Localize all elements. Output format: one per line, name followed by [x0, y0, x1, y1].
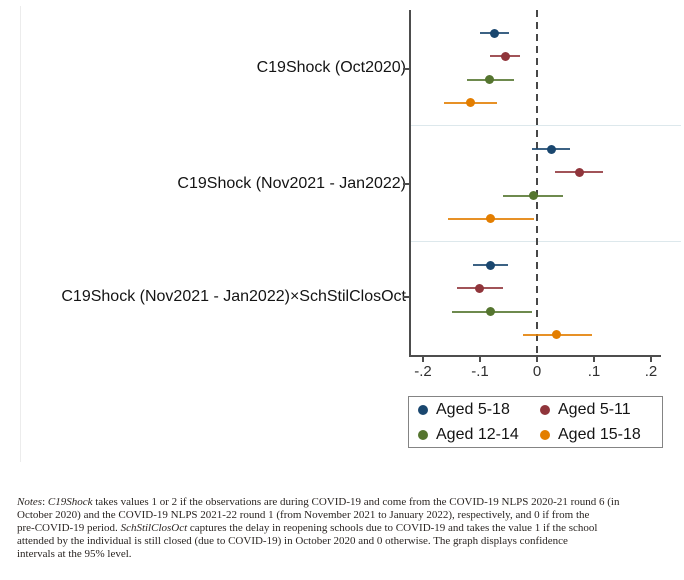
point-estimate-marker [486, 307, 496, 317]
notes-line: pre-COVID-19 period. SchStilClosOct capt… [17, 522, 677, 535]
legend-item-aged-5-11: Aged 5-11 [540, 401, 662, 419]
legend-label-aged-15-18: Aged 15-18 [558, 425, 641, 443]
group-separator-line [410, 241, 681, 242]
figure-notes: Notes: C19Shock takes values 1 or 2 if t… [17, 496, 677, 561]
legend-item-aged-12-14: Aged 12-14 [418, 426, 540, 444]
x-axis-tick-label: 0 [532, 363, 542, 380]
point-estimate-marker [486, 260, 496, 270]
notes-line: Notes: C19Shock takes values 1 or 2 if t… [17, 496, 677, 509]
point-estimate-marker [484, 75, 494, 85]
notes-italic-text: C19Shock [47, 496, 93, 508]
legend: Aged 5-18 Aged 5-11 Aged 12-14 Aged 15-1… [408, 396, 663, 448]
notes-text: captures the delay in reopening schools … [187, 521, 598, 534]
notes-text: attended by the individual is still clos… [17, 534, 568, 547]
x-axis-tick-label: -.1 [471, 363, 489, 380]
y-axis-category-tick [403, 296, 410, 298]
point-estimate-marker [489, 28, 499, 38]
x-axis-tick-label: -.2 [414, 363, 432, 380]
notes-line: October 2020) and the COVID-19 NLPS 2021… [17, 509, 677, 522]
plot-area: C19Shock (Oct2020) C19Shock (Nov2021 - J… [20, 6, 681, 462]
notes-text: : [42, 496, 48, 508]
x-axis-tick-label: .2 [644, 363, 658, 380]
notes-italic-text: Notes [17, 496, 43, 508]
notes-text: takes values 1 or 2 if the observations … [92, 496, 620, 508]
notes-text: pre-COVID-19 period. [17, 521, 121, 534]
x-axis-tick [479, 355, 481, 362]
x-axis-tick [536, 355, 538, 362]
x-axis-tick-label: .1 [587, 363, 601, 380]
y-axis-category-tick [403, 68, 410, 70]
x-axis-tick [422, 355, 424, 362]
point-estimate-marker [465, 98, 475, 108]
notes-line: attended by the individual is still clos… [17, 535, 677, 548]
group-label-nov2021-jan2022: C19Shock (Nov2021 - Jan2022) [177, 175, 406, 192]
legend-label-aged-5-11: Aged 5-11 [558, 400, 631, 418]
y-axis-category-tick [403, 183, 410, 185]
zero-reference-dashed-line [536, 10, 538, 355]
page-left-border [20, 6, 21, 462]
legend-item-aged-5-18: Aged 5-18 [418, 401, 540, 419]
point-estimate-marker [547, 144, 557, 154]
notes-text: intervals at the 95% level. [17, 547, 132, 560]
notes-line: intervals at the 95% level. [17, 548, 677, 561]
point-estimate-marker [501, 51, 511, 61]
legend-label-aged-12-14: Aged 12-14 [436, 425, 519, 443]
legend-item-aged-15-18: Aged 15-18 [540, 426, 662, 444]
point-estimate-marker [574, 167, 584, 177]
group-label-oct2020: C19Shock (Oct2020) [256, 59, 406, 76]
notes-italic-text: SchStilClosOct [120, 521, 188, 534]
y-axis-line [409, 10, 411, 356]
legend-marker-aged-5-11 [540, 404, 550, 415]
point-estimate-marker [474, 283, 484, 293]
legend-marker-aged-12-14 [418, 429, 428, 440]
point-estimate-marker [529, 191, 539, 201]
x-axis-tick [650, 355, 652, 362]
legend-marker-aged-5-18 [418, 404, 428, 415]
point-estimate-marker [486, 214, 496, 224]
notes-text: October 2020) and the COVID-19 NLPS 2021… [17, 508, 590, 521]
group-label-interaction: C19Shock (Nov2021 - Jan2022)×SchStilClos… [61, 288, 406, 305]
legend-marker-aged-15-18 [540, 429, 550, 440]
legend-label-aged-5-18: Aged 5-18 [436, 400, 510, 418]
x-axis-line [409, 355, 661, 357]
point-estimate-marker [552, 330, 562, 340]
group-separator-line [410, 125, 681, 126]
x-axis-tick [593, 355, 595, 362]
